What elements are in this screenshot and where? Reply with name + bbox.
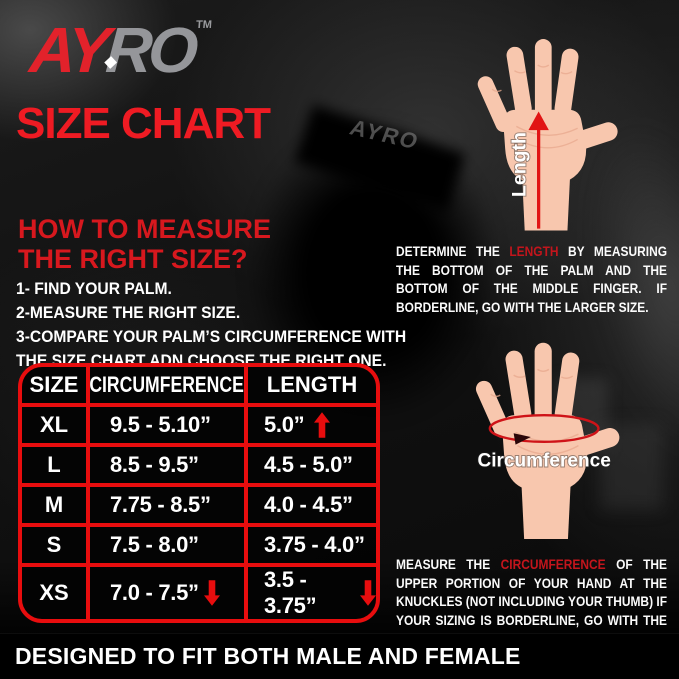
table-cell-length: 5.0” (248, 407, 376, 447)
trademark-label: TM (195, 19, 213, 31)
table-cell-length: 3.5 - 3.75” (248, 567, 376, 619)
table-cell-size: XS (22, 567, 90, 619)
table-header-circumference: CIRCUMFERENCE (90, 367, 248, 407)
circumference-label: Circumference (477, 451, 610, 472)
length-label: Length (509, 132, 531, 197)
table-cell-circumference: 7.5 - 8.0” (90, 527, 248, 567)
table-cell-size: M (22, 487, 90, 527)
table-cell-size: L (22, 447, 90, 487)
length-keyword: LENGTH (509, 244, 559, 259)
table-cell-length: 4.0 - 4.5” (248, 487, 376, 527)
page-title: SIZE CHART (16, 99, 271, 148)
how-to-heading-line1: HOW TO MEASURE (18, 214, 272, 244)
hand-shape (477, 39, 618, 231)
hand-length-illustration: Length (477, 39, 618, 231)
brand-logo-gray-letters: RO (103, 14, 197, 86)
step-1: 1- FIND YOUR PALM. (16, 279, 172, 298)
how-to-heading: HOW TO MEASURE THE RIGHT SIZE? (18, 214, 272, 274)
footer-bar: DESIGNED TO FIT BOTH MALE AND FEMALE (0, 633, 679, 679)
table-cell-circumference: 8.5 - 9.5” (90, 447, 248, 487)
table-cell-circumference: 9.5 - 5.10” (90, 407, 248, 447)
measure-steps: 1- FIND YOUR PALM. 2-MEASURE THE RIGHT S… (16, 277, 407, 373)
arrow-up-icon (314, 412, 331, 438)
circumference-ellipse-icon (488, 413, 600, 445)
table-cell-size: XL (22, 407, 90, 447)
step-3-line1: 3-COMPARE YOUR PALM’S CIRCUMFERENCE WITH (16, 326, 407, 346)
length-arrow-icon (528, 111, 549, 229)
table-cell-length: 4.5 - 5.0” (248, 447, 376, 487)
hand-circumference-illustration: Circumference (472, 341, 623, 540)
table-header-length: LENGTH (248, 367, 376, 407)
table-cell-circumference: 7.0 - 7.5” (90, 567, 248, 619)
brand-logo-red-letters: AY (27, 14, 109, 86)
size-chart-table: SIZE CIRCUMFERENCE LENGTH XL 9.5 - 5.10”… (18, 363, 380, 623)
table-cell-size: S (22, 527, 90, 567)
table-cell-length: 3.75 - 4.0” (248, 527, 376, 567)
table-header-size: SIZE (22, 367, 90, 407)
table-cell-circumference: 7.75 - 8.5” (90, 487, 248, 527)
step-2: 2-MEASURE THE RIGHT SIZE. (16, 302, 241, 322)
length-note: DETERMINE THE LENGTH BY MEASURING THE BO… (396, 244, 668, 315)
arrow-down-icon (360, 580, 376, 606)
circumference-keyword: CIRCUMFERENCE (500, 557, 606, 572)
arrow-down-icon (203, 580, 220, 606)
brand-logo: AYRO TM (27, 14, 212, 86)
footer-text: DESIGNED TO FIT BOTH MALE AND FEMALE (15, 643, 521, 669)
how-to-heading-line2: THE RIGHT SIZE? (18, 243, 248, 274)
